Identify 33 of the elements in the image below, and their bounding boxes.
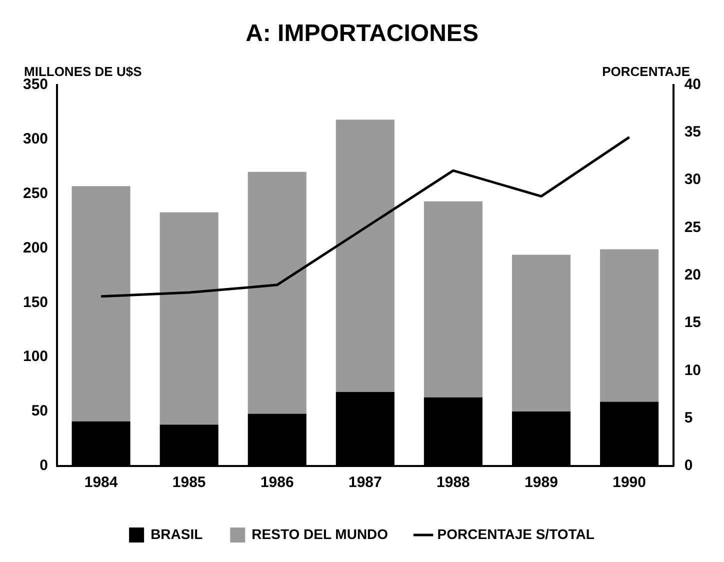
bar <box>248 172 306 414</box>
y2-tick-label: 10 <box>684 362 702 379</box>
bar <box>512 254 571 412</box>
legend-label: RESTO DEL MUNDO <box>252 526 388 542</box>
y2-tick-label: 25 <box>684 218 702 236</box>
legend-label: BRASIL <box>150 526 204 542</box>
y-tick-label: 250 <box>22 184 48 202</box>
y-tick-label: 200 <box>22 239 48 256</box>
bar <box>336 120 394 392</box>
x-tick-label: 1989 <box>524 474 558 492</box>
y2-tick-label: 0 <box>684 457 693 474</box>
y2-tick-label: 20 <box>684 266 702 284</box>
y2-tick-label: 5 <box>684 409 693 426</box>
bar <box>424 201 482 398</box>
y2-tick-label: 30 <box>684 171 702 188</box>
legend-label: PORCENTAJE S/TOTAL <box>437 526 595 542</box>
x-tick-label: 1984 <box>84 474 118 492</box>
y2-tick-label: 15 <box>684 314 702 332</box>
bar <box>72 186 130 422</box>
chart-title: A: IMPORTACIONES <box>246 20 478 48</box>
y-tick-label: 150 <box>22 294 48 311</box>
x-tick-label: 1987 <box>348 474 382 492</box>
bar <box>600 249 659 402</box>
x-tick-label: 1986 <box>260 474 294 492</box>
x-tick-label: 1985 <box>172 474 206 492</box>
y-tick-label: 50 <box>31 402 48 420</box>
x-tick-label: 1988 <box>436 474 470 492</box>
y-tick-label: 0 <box>40 457 48 474</box>
x-tick-label: 1990 <box>612 474 646 492</box>
y2-tick-label: 35 <box>684 124 702 141</box>
y-tick-label: 100 <box>22 348 48 366</box>
y-tick-label: 300 <box>22 130 48 148</box>
bar <box>160 212 218 425</box>
